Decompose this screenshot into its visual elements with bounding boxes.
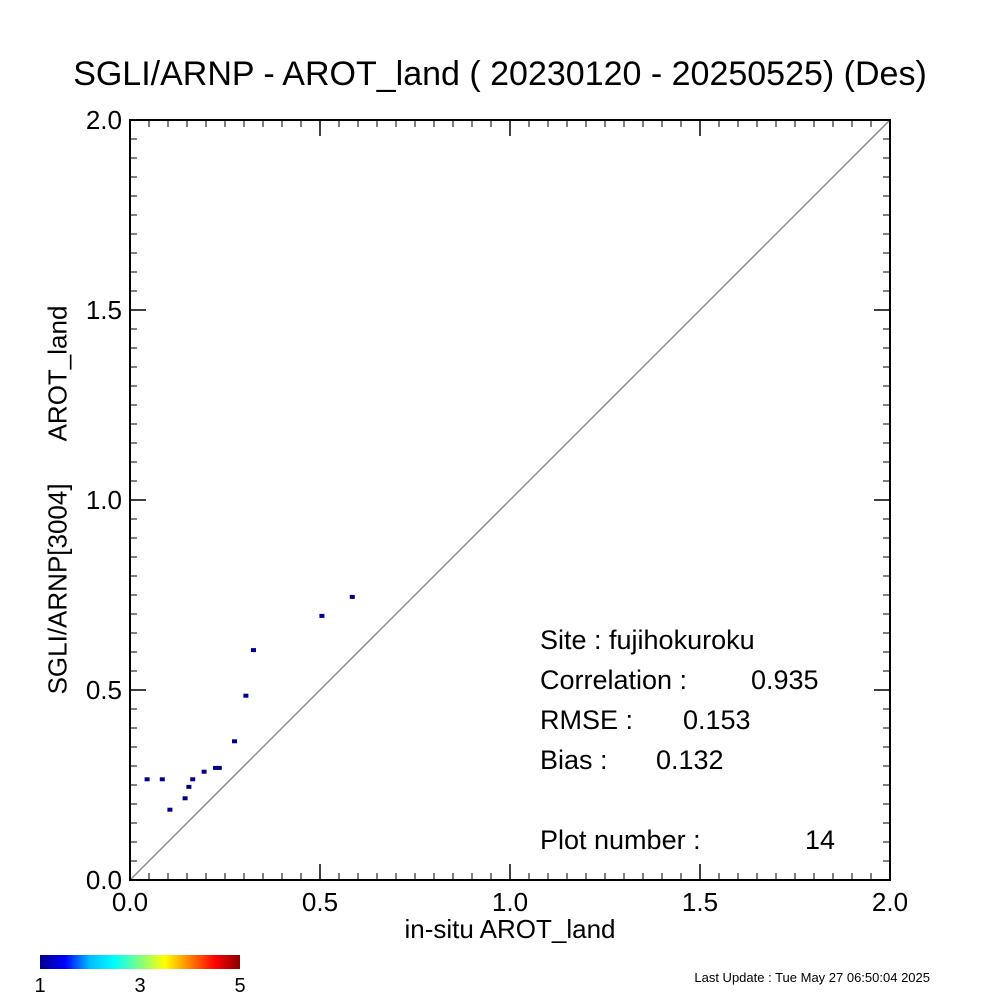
rmse-label: RMSE :: [540, 705, 634, 735]
y-tick-label: 1.5: [86, 295, 122, 325]
correlation-label: Correlation :: [540, 665, 688, 695]
plot-number-value: 14: [805, 825, 836, 855]
data-point: [213, 765, 218, 770]
data-point: [216, 765, 222, 770]
data-point: [251, 648, 256, 653]
y-axis-label: SGLI/ARNP[3004] AROT_land: [43, 306, 74, 695]
plot-number-row: Plot number : 14: [540, 820, 835, 860]
rmse-value: 0.153: [683, 705, 751, 735]
rmse-row: RMSE : 0.153: [540, 700, 755, 740]
statistics-panel: Site : fujihokuroku Correlation : 0.935 …: [540, 620, 835, 860]
plot-number-label: Plot number :: [540, 825, 701, 855]
correlation-value: 0.935: [751, 665, 819, 695]
x-axis-label: in-situ AROT_land: [404, 914, 616, 944]
data-point: [182, 796, 188, 801]
y-tick-label: 0.5: [86, 675, 122, 705]
data-point: [186, 784, 192, 789]
one-to-one-reference-line: [129, 119, 891, 881]
data-point: [201, 769, 207, 774]
x-tick-label: 1.5: [682, 887, 718, 917]
data-point: [232, 739, 237, 744]
colorbar: [40, 955, 240, 969]
data-point: [190, 777, 196, 782]
colorbar-max-label: 5: [234, 975, 246, 997]
plot-frame: [129, 119, 891, 881]
data-point: [319, 613, 325, 618]
x-tick-label: 2.0: [872, 887, 908, 917]
chart-title: SGLI/ARNP - AROT_land ( 20230120 - 20250…: [73, 55, 927, 93]
tick-labels: 0.0 0.5 1.0 1.5 2.0 0.0 0.5 1.0 1.5 2.0: [86, 105, 908, 917]
data-point: [144, 777, 150, 782]
x-tick-label: 0.0: [112, 887, 148, 917]
y-tick-label: 2.0: [86, 105, 122, 135]
bias-row: Bias : 0.132: [540, 740, 755, 780]
data-points: [144, 594, 355, 812]
colorbar-mid-label: 3: [134, 975, 146, 997]
site-label: Site : fujihokuroku: [540, 625, 755, 655]
data-point: [349, 594, 355, 599]
x-tick-label: 0.5: [302, 887, 338, 917]
last-update-timestamp: Last Update : Tue May 27 06:50:04 2025: [694, 970, 930, 985]
y-tick-label: 0.0: [86, 865, 122, 895]
colorbar-min-label: 1: [34, 975, 46, 997]
bias-value: 0.132: [656, 745, 724, 775]
x-tick-label: 1.0: [492, 887, 528, 917]
y-tick-label: 1.0: [86, 485, 122, 515]
data-point: [167, 807, 173, 812]
data-point: [243, 693, 249, 698]
correlation-row: Correlation : 0.935: [540, 660, 819, 700]
y-axis-label-product: SGLI/ARNP[3004]: [42, 483, 73, 695]
site-row: Site : fujihokuroku: [540, 620, 755, 660]
data-point: [159, 777, 165, 782]
y-axis-label-variable: AROT_land: [42, 305, 73, 442]
bias-label: Bias :: [540, 745, 608, 775]
